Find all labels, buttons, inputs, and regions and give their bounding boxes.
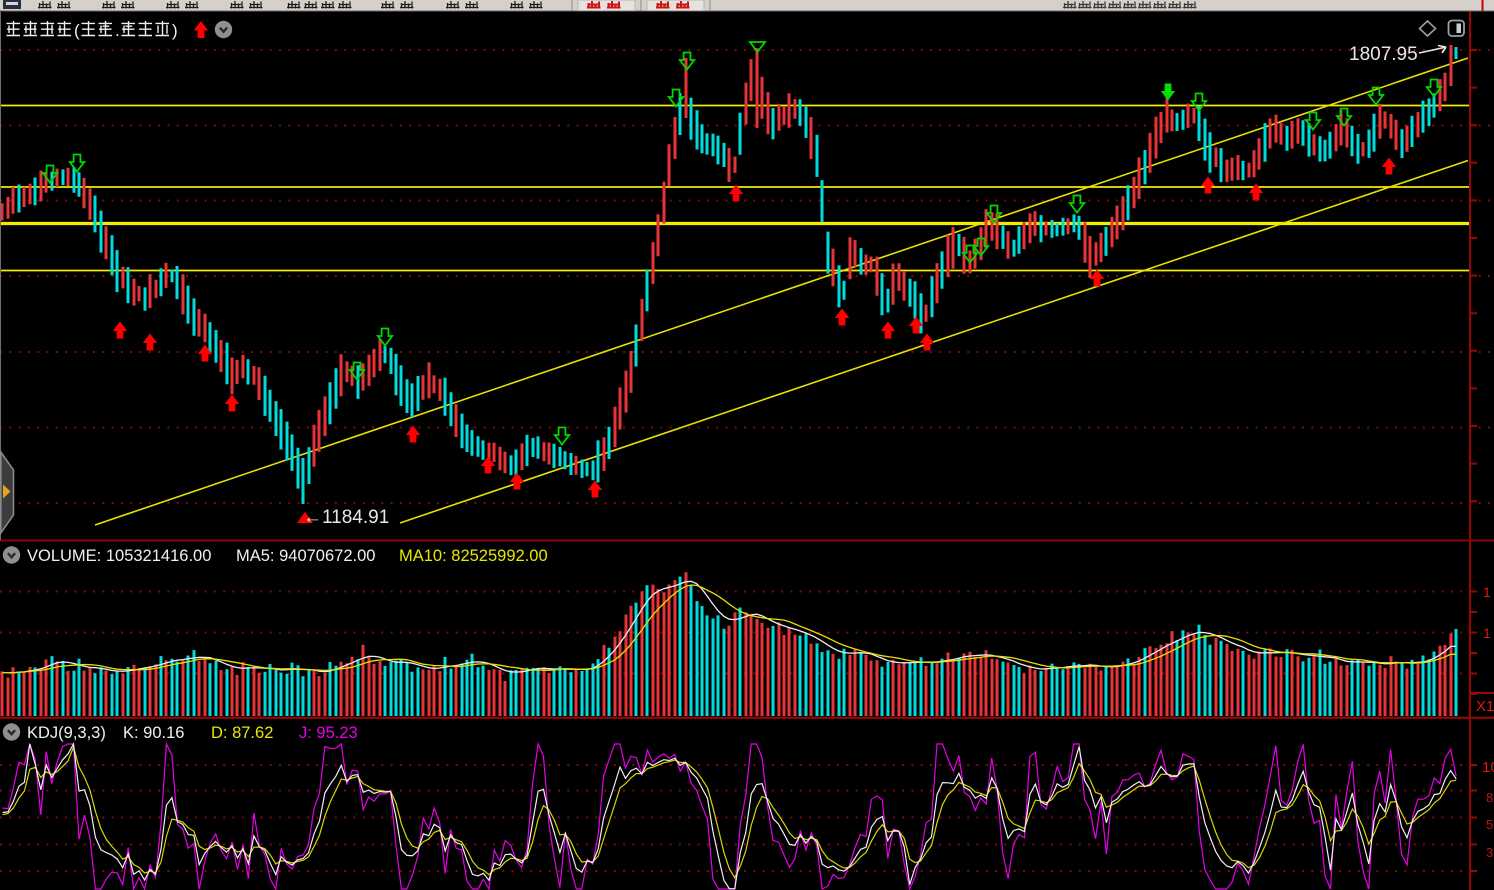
svg-text:10: 10 xyxy=(1482,759,1494,776)
svg-text:(: ( xyxy=(74,21,80,40)
svg-text:3: 3 xyxy=(1486,845,1493,860)
svg-text:5: 5 xyxy=(1486,817,1493,832)
svg-text:←1184.91: ←1184.91 xyxy=(303,507,389,528)
svg-text:1807.95: 1807.95 xyxy=(1349,44,1418,65)
svg-text:J: 95.23: J: 95.23 xyxy=(299,724,358,742)
svg-text:KDJ(9,3,3): KDJ(9,3,3) xyxy=(27,724,106,742)
svg-text:MA10: 82525992.00: MA10: 82525992.00 xyxy=(399,547,548,565)
svg-text:): ) xyxy=(172,21,178,40)
svg-text:1: 1 xyxy=(1483,584,1491,600)
svg-text:1: 1 xyxy=(1483,625,1491,641)
svg-text:X1: X1 xyxy=(1476,698,1494,715)
svg-text:K: 90.16: K: 90.16 xyxy=(123,724,184,742)
svg-text:8: 8 xyxy=(1486,790,1493,805)
svg-text:.: . xyxy=(115,21,120,40)
svg-text:D: 87.62: D: 87.62 xyxy=(211,724,273,742)
svg-text:VOLUME: 105321416.00: VOLUME: 105321416.00 xyxy=(27,547,211,565)
svg-text:MA5: 94070672.00: MA5: 94070672.00 xyxy=(236,547,375,565)
